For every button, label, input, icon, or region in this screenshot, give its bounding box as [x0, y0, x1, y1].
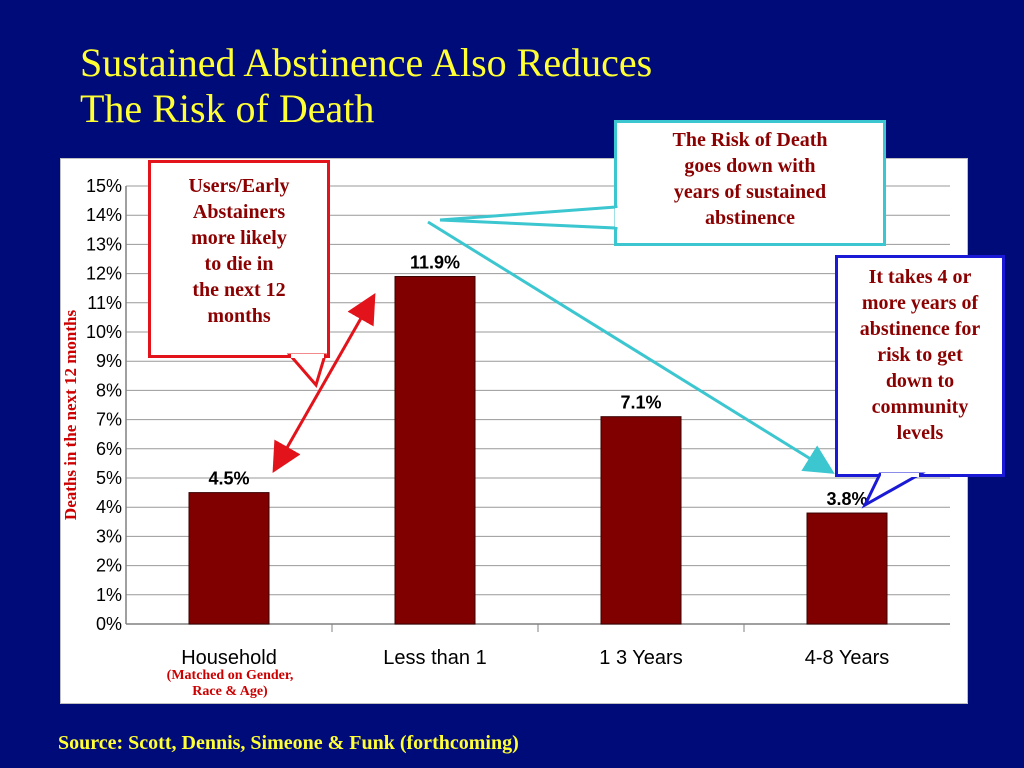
bar — [600, 416, 682, 625]
household-note: (Matched on Gender, Race & Age) — [138, 668, 322, 700]
y-tick-label: 6% — [96, 439, 122, 459]
callout-line: Abstainers — [192, 201, 286, 223]
y-tick-label: 0% — [96, 614, 122, 634]
callout-line: It takes 4 or — [868, 266, 972, 288]
household-note-line-2: Race & Age) — [192, 684, 268, 699]
y-tick-label: 1% — [96, 585, 122, 605]
y-tick-label: 13% — [86, 234, 122, 254]
y-axis-label: Deaths in the next 12 months — [61, 309, 80, 521]
source-citation: Source: Scott, Dennis, Simeone & Funk (f… — [58, 732, 519, 754]
bar-value-label: 11.9% — [410, 253, 460, 273]
household-note-line-1: (Matched on Gender, — [166, 668, 294, 683]
x-category-label: Household — [181, 647, 277, 669]
callout-line: risk to get — [877, 344, 963, 366]
callout-years-of-abstinence: It takes 4 or more years of abstinence f… — [835, 255, 1005, 477]
callout-line: Users/Early — [188, 175, 290, 197]
y-tick-label: 8% — [96, 380, 122, 400]
y-tick-label: 12% — [86, 264, 122, 284]
bar-value-label: 7.1% — [620, 393, 661, 413]
y-tick-label: 11% — [87, 293, 122, 313]
callout-line: levels — [896, 422, 944, 444]
callout-line: community — [871, 396, 969, 418]
x-category-label: 4-8 Years — [805, 647, 890, 669]
slide-title: Sustained Abstinence Also Reduces The Ri… — [80, 40, 652, 132]
callout-line: more likely — [191, 227, 287, 249]
x-category-label: Less than 1 — [383, 647, 486, 669]
callout-line: abstinence — [705, 207, 795, 229]
y-tick-label: 5% — [96, 468, 122, 488]
callout-line: goes down with — [684, 155, 816, 177]
callout-line: the next 12 — [192, 279, 286, 301]
callout-line: more years of — [861, 292, 979, 314]
bar-value-label: 4.5% — [208, 469, 249, 489]
title-line-1: Sustained Abstinence Also Reduces — [80, 40, 653, 85]
y-tick-label: 9% — [96, 351, 122, 371]
bar-value-label: 3.8% — [826, 489, 867, 509]
bar — [394, 276, 476, 625]
callout-line: years of sustained — [673, 181, 827, 203]
callout-users-early-abstainers: Users/Early Abstainers more likely to di… — [148, 160, 330, 358]
y-tick-label: 10% — [86, 322, 122, 342]
callout-line: to die in — [204, 253, 274, 275]
y-tick-label: 15% — [86, 176, 122, 196]
y-tick-label: 7% — [96, 410, 122, 430]
y-tick-label: 2% — [96, 556, 122, 576]
bar — [188, 492, 270, 625]
title-line-2: The Risk of Death — [80, 86, 375, 131]
y-tick-label: 3% — [96, 526, 122, 546]
callout-line: abstinence for — [859, 318, 981, 340]
callout-line: down to — [885, 370, 955, 392]
y-tick-label: 4% — [96, 497, 122, 517]
callout-line: The Risk of Death — [672, 129, 828, 151]
callout-risk-of-death: The Risk of Death goes down with years o… — [614, 120, 886, 246]
y-tick-label: 14% — [86, 205, 122, 225]
callout-line: months — [207, 305, 271, 327]
bar — [806, 512, 888, 625]
x-category-label: 1 3 Years — [599, 647, 682, 669]
